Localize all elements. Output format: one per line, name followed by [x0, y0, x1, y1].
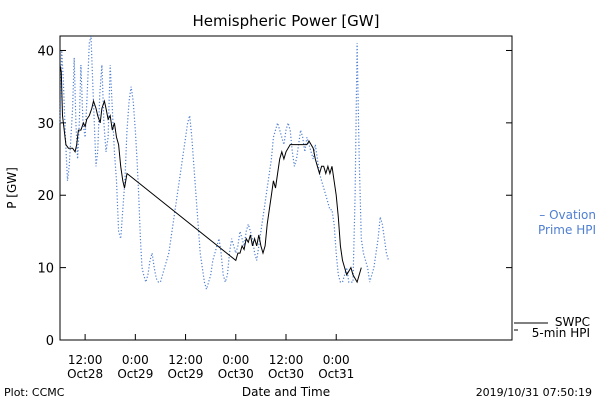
y-tick-label: 10: [37, 262, 54, 277]
footer-timestamp: 2019/10/31 07:50:19: [476, 386, 592, 399]
legend-ovation-label: – Ovation: [539, 208, 596, 222]
plot-area: [59, 35, 513, 341]
x-tick-time-label: 12:00: [168, 353, 203, 367]
x-tick-date-label: Oct31: [318, 367, 354, 381]
y-axis-ticks: 0 10 20 30 40: [37, 44, 512, 349]
y-tick-label: 30: [37, 117, 54, 132]
ovation-series-line: [59, 35, 390, 292]
y-axis-label: P [GW]: [5, 167, 19, 209]
series-layer: [59, 35, 390, 292]
x-tick-date-label: Oct30: [268, 367, 304, 381]
x-tick-time-label: 0:00: [323, 353, 350, 367]
footer-source: Plot: CCMC: [4, 386, 65, 399]
x-axis-ticks: 12:00Oct280:00Oct2912:00Oct290:00Oct3012…: [67, 334, 354, 381]
x-tick-date-label: Oct28: [67, 367, 103, 381]
swpc-series-line: [59, 64, 362, 284]
x-tick-date-label: Oct29: [168, 367, 204, 381]
legend-ovation-label: Prime HPI: [538, 223, 596, 237]
legend-swpc-label: SWPC: [555, 315, 590, 329]
x-tick-time-label: 0:00: [122, 353, 149, 367]
y-tick-label: 20: [37, 189, 54, 204]
x-tick-date-label: Oct29: [117, 367, 153, 381]
plot-frame: [59, 35, 513, 341]
chart-title: Hemispheric Power [GW]: [193, 12, 380, 30]
x-axis-label: Date and Time: [242, 385, 330, 399]
x-tick-time-label: 0:00: [222, 353, 249, 367]
x-tick-time-label: 12:00: [269, 353, 304, 367]
y-tick-label: 0: [46, 334, 54, 349]
legend-swpc-label: 5-min HPI: [532, 326, 590, 340]
x-tick-date-label: Oct30: [218, 367, 254, 381]
x-tick-time-label: 12:00: [68, 353, 103, 367]
y-tick-label: 40: [37, 44, 54, 59]
